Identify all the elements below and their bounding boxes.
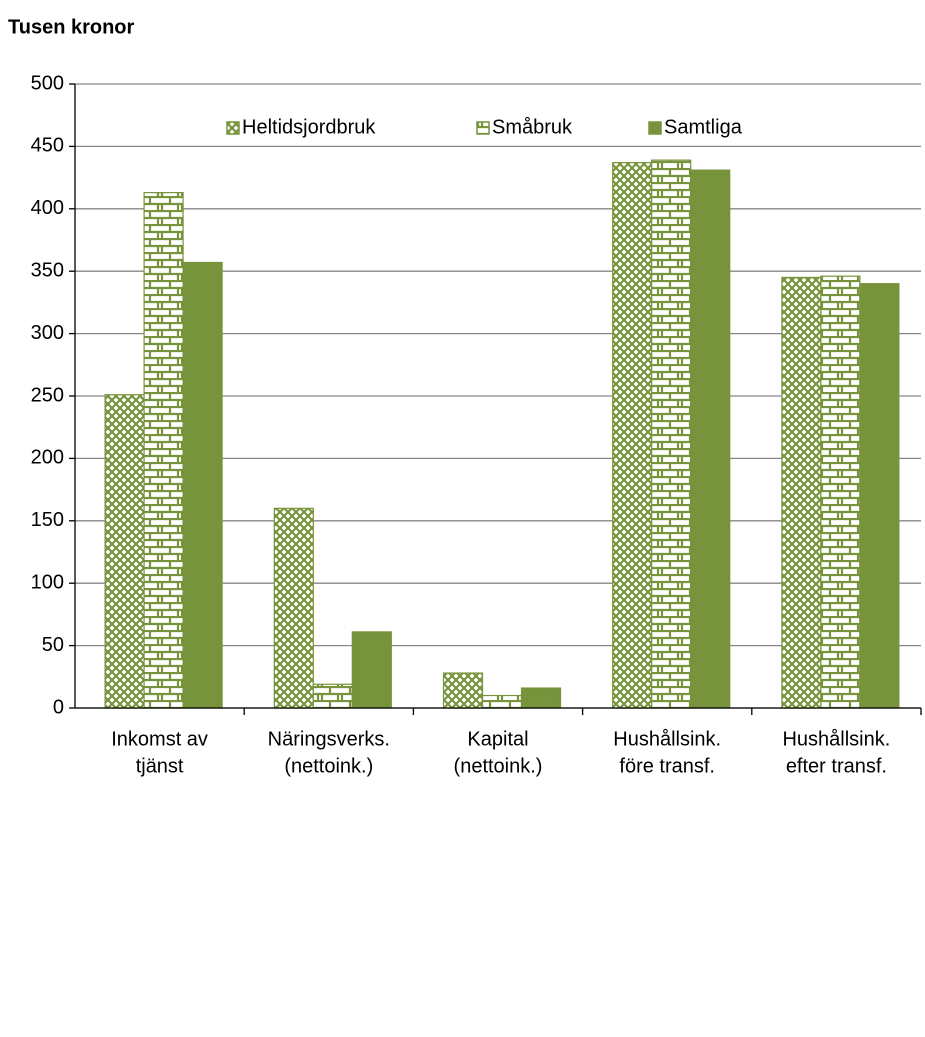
- y-tick-label: 50: [42, 634, 64, 656]
- x-tick-label: (nettoink.): [454, 755, 543, 777]
- bar: [351, 631, 392, 709]
- y-tick-label: 350: [31, 259, 64, 281]
- bar: [442, 672, 484, 709]
- y-tick-label: 400: [31, 197, 64, 219]
- bar: [612, 162, 653, 709]
- y-tick-label: 250: [31, 384, 64, 406]
- x-tick-label: Hushållsink.: [782, 728, 890, 750]
- x-tick-label: före transf.: [619, 755, 715, 777]
- legend-swatch: [648, 121, 662, 135]
- x-tick-label: (nettoink.): [284, 755, 373, 777]
- x-tick-label: Inkomst av: [111, 728, 208, 750]
- bar: [312, 683, 353, 709]
- x-tick-label: tjänst: [136, 755, 184, 777]
- bar: [104, 394, 145, 709]
- bar: [143, 191, 184, 709]
- bar: [781, 276, 822, 709]
- bar: [690, 169, 731, 709]
- bar: [520, 687, 562, 709]
- x-tick-label: Hushållsink.: [613, 728, 721, 750]
- y-tick-label: 150: [31, 509, 64, 531]
- y-tick-label: 100: [31, 571, 64, 593]
- x-tick-label: efter transf.: [786, 755, 887, 777]
- x-tick-label: Näringsverks.: [268, 728, 390, 750]
- y-tick-label: 500: [31, 72, 64, 94]
- bar: [651, 159, 692, 709]
- y-tick-label: 300: [31, 322, 64, 344]
- bar: [820, 275, 861, 709]
- legend-label: Småbruk: [492, 116, 573, 138]
- y-tick-label: 450: [31, 135, 64, 157]
- bar: [481, 694, 523, 709]
- x-tick-label: Kapital: [467, 728, 528, 750]
- bar: [859, 283, 900, 709]
- bar: [182, 261, 223, 709]
- y-tick-label: 200: [31, 447, 64, 469]
- chart-title: Tusen kronor: [8, 16, 135, 38]
- legend-swatch: [476, 121, 490, 135]
- legend-swatch: [226, 121, 240, 135]
- y-tick-label: 0: [53, 696, 64, 718]
- legend-label: Heltidsjordbruk: [242, 116, 376, 138]
- bar: [273, 507, 314, 709]
- legend-label: Samtliga: [664, 116, 743, 138]
